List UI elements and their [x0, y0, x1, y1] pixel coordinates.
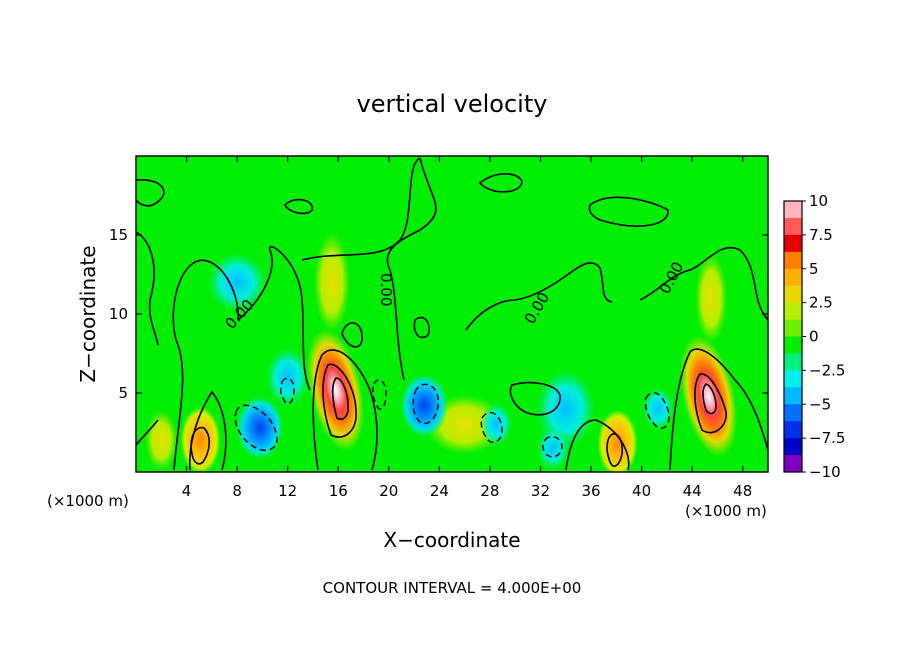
x-unit-left: (×1000 m)	[47, 492, 129, 510]
field-region	[265, 347, 310, 408]
contour-band	[322, 363, 357, 438]
contour-lines	[136, 157, 768, 471]
y-tick-label: 5	[118, 384, 128, 402]
contour-zero	[478, 173, 523, 193]
x-tick-label: 4	[182, 482, 192, 500]
x-axis: 4 8 12 16 20 24 28 32 36 40 44 48	[182, 156, 752, 500]
colorbar-label: −5	[809, 395, 831, 413]
colorbar-label: −7.5	[809, 429, 845, 447]
colorbar-swatch	[784, 370, 802, 388]
plot-area: 0.00 0.00 0.00 0.00	[136, 156, 768, 472]
colorbar-swatch	[784, 251, 802, 270]
field-feature	[235, 395, 284, 460]
x-tick-label: 16	[329, 482, 348, 500]
field-region	[145, 410, 178, 471]
contour-zero	[341, 322, 363, 348]
contour-band	[331, 377, 349, 420]
colorbar-label: 0	[809, 328, 819, 346]
contour-dashed	[644, 391, 670, 429]
field-region	[695, 253, 728, 344]
velocity-field	[145, 232, 738, 472]
x-tick-label: 36	[581, 482, 600, 500]
contour-zero	[413, 316, 430, 339]
colorbar-label: 7.5	[809, 226, 833, 244]
colorbar-label: 2.5	[809, 294, 833, 312]
contour-dashed	[542, 435, 563, 458]
field-feature	[537, 426, 570, 471]
contour-band	[694, 373, 727, 434]
contour-zero	[136, 179, 165, 207]
field-region	[313, 232, 350, 333]
contour-dashed	[234, 404, 278, 451]
colorbar-label: −2.5	[809, 361, 845, 379]
contour-band	[312, 349, 378, 471]
contour-dashed	[412, 383, 439, 425]
field-feature	[480, 402, 513, 447]
x-tick-label: 44	[683, 482, 702, 500]
contour-zero	[237, 245, 311, 391]
field-feature	[597, 409, 638, 472]
x-tick-label: 12	[278, 482, 297, 500]
colorbar-swatch	[784, 353, 802, 371]
contour-zero	[172, 259, 239, 471]
colorbar-swatch	[784, 387, 802, 405]
contour-zero	[136, 419, 159, 446]
x-tick-label: 24	[430, 482, 449, 500]
x-axis-title: X−coordinate	[383, 528, 520, 552]
contour-dashed	[480, 411, 503, 444]
field-region	[207, 252, 268, 313]
colorbar-label: 10	[809, 192, 828, 210]
contour-label: 0.00	[377, 273, 395, 306]
colorbar-swatch	[784, 217, 802, 236]
colorbar-swatch	[784, 268, 802, 287]
y-tick-label: 10	[109, 305, 128, 323]
y-axis-title: Z−coordinate	[76, 245, 100, 382]
contour-negative	[234, 377, 670, 458]
colorbar-swatch	[784, 455, 802, 473]
contour-zero	[386, 157, 437, 381]
contour-interval: CONTOUR INTERVAL = 4.000E+00	[323, 579, 582, 597]
contour-band	[190, 426, 210, 465]
contour-zero	[565, 419, 630, 471]
y-axis: 5 10 15	[109, 226, 768, 402]
colorbar-swatch	[784, 319, 802, 337]
contour-band	[606, 433, 624, 467]
contour-dashed	[279, 377, 295, 405]
colorbar-swatch	[784, 404, 802, 422]
contour-band	[702, 383, 717, 415]
contour-labels: 0.00 0.00 0.00 0.00	[222, 259, 688, 333]
contour-zero	[301, 157, 421, 261]
colorbar-swatch	[784, 336, 802, 354]
contour-zero	[136, 231, 159, 346]
contour-zero	[639, 247, 768, 321]
colorbar-swatch	[784, 285, 802, 304]
contour-zero	[465, 262, 613, 331]
x-tick-label: 28	[480, 482, 499, 500]
colorbar-swatch	[784, 421, 802, 439]
contour-zero	[509, 381, 561, 416]
field-feature	[642, 386, 675, 431]
chart-title: vertical velocity	[357, 90, 548, 118]
x-tick-label: 40	[632, 482, 651, 500]
colorbar-swatch	[784, 438, 802, 456]
colorbar-labels: 10 7.5 5 2.5 0 −2.5 −5 −7.5 −10	[802, 192, 845, 481]
y-tick-label: 15	[109, 226, 128, 244]
x-tick-label: 48	[733, 482, 752, 500]
colorbar-swatch	[784, 234, 802, 253]
x-tick-label: 32	[531, 482, 550, 500]
x-tick-label: 20	[379, 482, 398, 500]
contour-zero	[588, 196, 669, 227]
x-tick-label: 8	[232, 482, 242, 500]
field-feature	[400, 373, 449, 438]
colorbar-label: −10	[809, 463, 841, 481]
colorbar	[783, 200, 803, 473]
colorbar-label: 5	[809, 260, 819, 278]
x-unit-right: (×1000 m)	[685, 502, 767, 520]
colorbar-swatch	[784, 302, 802, 321]
contour-zero	[284, 198, 313, 215]
contour-zero	[669, 348, 768, 471]
colorbar-swatch	[784, 201, 802, 219]
